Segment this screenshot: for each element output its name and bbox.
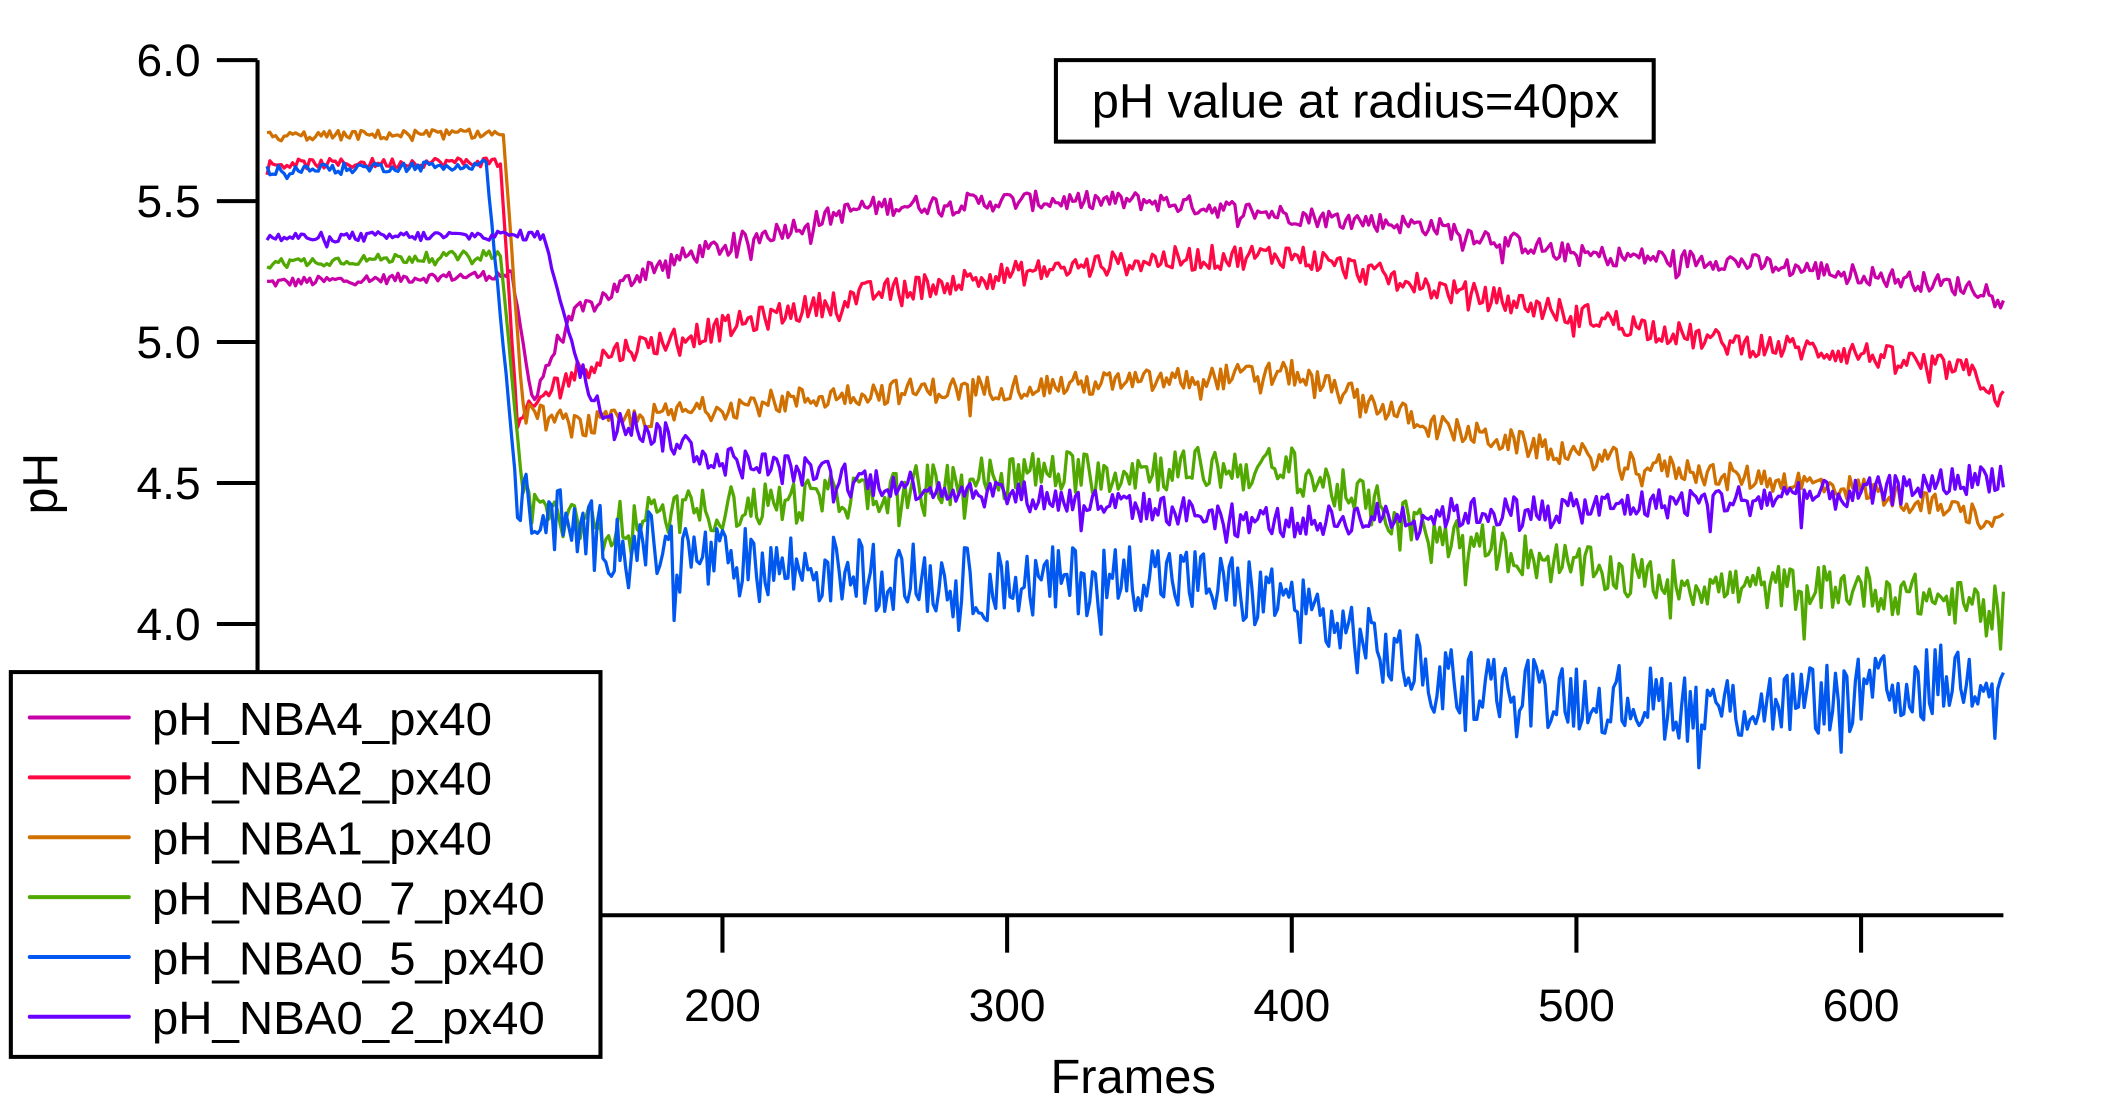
legend: pH_NBA4_px40 pH_NBA2_px40 pH_NBA1_px40 pH_N…: [8, 670, 603, 1059]
x-tick-label: 300: [969, 980, 1046, 1031]
x-tick-label: 600: [1823, 980, 1900, 1031]
legend-label: pH_NBA0_2_px40: [152, 991, 545, 1044]
x-axis-title: Frames: [1051, 1050, 1216, 1104]
series-line-pH_NBA1_px40: [266, 127, 2005, 531]
chart-title: pH value at radius=40px: [1092, 75, 1619, 129]
series-layer: [265, 127, 2006, 770]
x-tick-label: 400: [1253, 980, 1330, 1031]
series-line-pH_NBA4_px40: [266, 189, 2005, 402]
legend-label: pH_NBA1_px40: [152, 812, 492, 865]
y-tick-label: 4.0: [137, 599, 201, 650]
y-tick-label: 5.5: [137, 176, 201, 227]
legend-label: pH_NBA4_px40: [152, 692, 492, 745]
series-line-pH_NBA2_px40: [265, 156, 2005, 430]
series-line-pH_NBA0_5_px40: [265, 158, 2005, 770]
legend-label: pH_NBA2_px40: [152, 752, 492, 805]
y-tick-label: 4.5: [137, 458, 201, 509]
legend-label: pH_NBA0_7_px40: [152, 872, 545, 925]
title-box: pH value at radius=40px: [1053, 58, 1656, 144]
legend-label: pH_NBA0_5_px40: [152, 932, 545, 985]
y-axis-title: pH: [14, 453, 68, 514]
series-line-pH_NBA0_2_px40: [265, 228, 2006, 544]
x-tick-label: 500: [1538, 980, 1615, 1031]
series-line-pH_NBA0_7_px40: [266, 249, 2006, 651]
x-tick-label: 200: [684, 980, 761, 1031]
ticks-layer: 4.0 4.5 5.0 5.5 6.0 200 300 400 500 600: [137, 35, 1900, 1030]
y-tick-label: 5.0: [137, 317, 201, 368]
y-tick-label: 6.0: [137, 35, 201, 86]
